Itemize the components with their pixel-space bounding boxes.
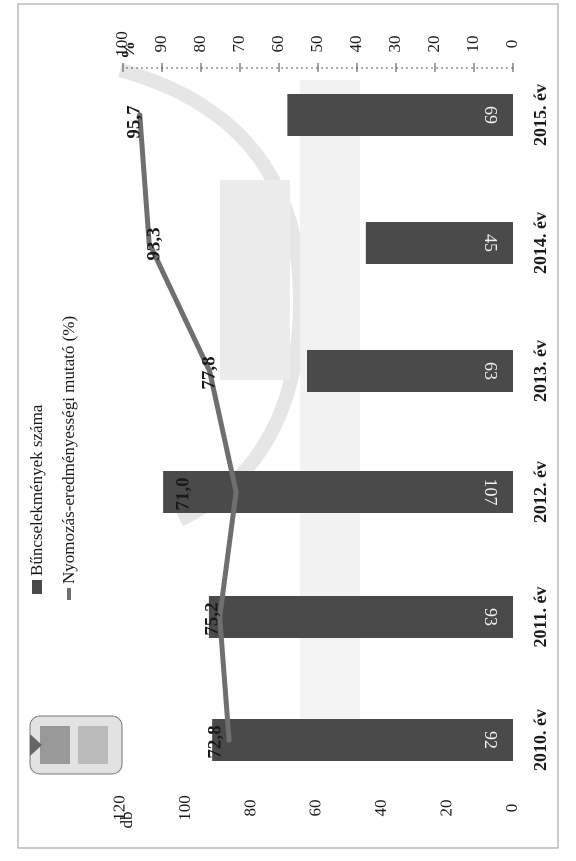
line-point-3	[233, 489, 239, 495]
category-label: 2015. év	[530, 84, 550, 146]
left-axis-tick-label: 120	[110, 795, 129, 821]
left-axis-tick-label: 100	[175, 795, 194, 821]
category-label: 2011. év	[530, 587, 550, 648]
right-axis-tick-label: 10	[463, 36, 482, 53]
legend-bar-label: Bűncselekmények száma	[27, 404, 46, 576]
category-label: 2012. év	[530, 461, 550, 523]
bar-value-label: 107	[481, 479, 501, 506]
left-axis-tick-label: 60	[306, 800, 325, 817]
line-point-4	[207, 368, 213, 374]
coat-of-arms-icon	[29, 715, 123, 775]
left-axis-tick-label: 20	[437, 800, 456, 817]
right-axis-tick-label: 30	[385, 36, 404, 53]
bar-5	[365, 222, 513, 264]
line-value-label: 71,0	[172, 477, 193, 510]
line-value-label: 75,2	[201, 602, 222, 635]
right-axis-tick-label: 70	[229, 36, 248, 53]
right-axis-tick-label: 90	[151, 36, 170, 53]
bar-value-label: 69	[481, 106, 501, 124]
labels-layer: 92 93 107 63 45 69 2010. év 2011. év 2012. év 201…	[123, 84, 550, 771]
right-axis-tick-label: 50	[307, 36, 326, 53]
left-axis-unit-label: db	[117, 812, 136, 829]
bar-3	[163, 471, 514, 513]
left-axis-tick-label: 0	[502, 804, 521, 813]
bar-value-label: 63	[481, 362, 501, 380]
legend-line-label: Nyomozás-eredményességi mutató (%)	[59, 316, 78, 584]
line-layer	[137, 112, 239, 743]
line-point-2	[217, 614, 223, 620]
chart-frame	[17, 3, 559, 849]
bar-value-label: 92	[481, 731, 501, 749]
bar-value-label: 45	[481, 234, 501, 252]
line-value-label: 93,3	[143, 227, 164, 260]
line-value-label: 95,7	[123, 105, 144, 139]
bar-4	[306, 350, 513, 392]
category-label: 2013. év	[530, 340, 550, 402]
legend-bar-swatch	[32, 580, 42, 594]
line-value-label: 72,8	[204, 725, 225, 758]
category-label: 2010. év	[530, 709, 550, 771]
line-point-5	[146, 240, 152, 246]
right-axis-tick-label: 20	[424, 36, 443, 53]
left-axis-tick-label: 80	[240, 800, 259, 817]
right-axis-tick-label: 60	[268, 36, 287, 53]
bar-1	[212, 719, 513, 761]
left-axis-tick-label: 40	[371, 800, 390, 817]
line-point-1	[226, 737, 232, 743]
line-value-label: 77,8	[198, 356, 219, 389]
right-axis-tick-label: 0	[502, 40, 521, 49]
category-label: 2014. év	[530, 212, 550, 274]
bar-value-label: 93	[481, 608, 501, 626]
right-axis-tick-label: 40	[346, 36, 365, 53]
bar-2	[208, 596, 513, 638]
right-axis-tick-label: 80	[190, 36, 209, 53]
legend-layer: Bűncselekmények száma Nyomozás-eredményes…	[27, 316, 78, 600]
right-axis-tick-label: 100	[112, 31, 131, 57]
bars-layer	[163, 94, 514, 761]
right-axis-unit-label: %	[118, 41, 138, 59]
line-series	[137, 112, 239, 743]
bar-6	[287, 94, 513, 136]
line-point-6	[137, 112, 143, 118]
